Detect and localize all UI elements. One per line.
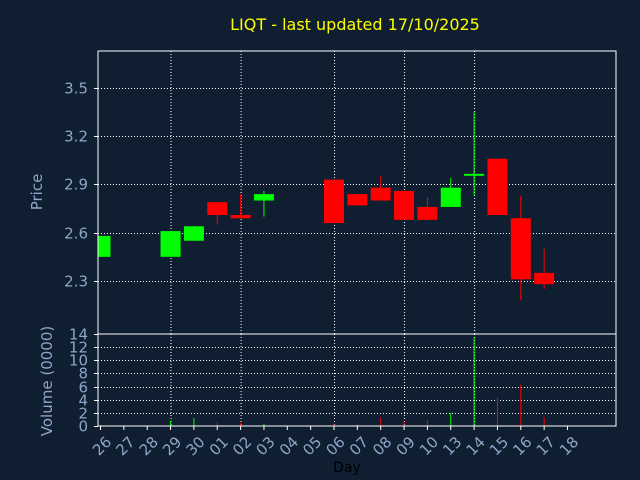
volume-bar-03 <box>263 424 265 426</box>
candle-02 <box>230 194 251 219</box>
volume-bar-06 <box>333 423 335 426</box>
volume-bar-13 <box>450 412 452 426</box>
candle-10 <box>417 197 438 220</box>
volume-grid <box>98 334 616 426</box>
candle-body <box>230 215 251 219</box>
chart-title: LIQT - last updated 17/10/2025 <box>230 15 480 34</box>
volume-bar-09 <box>403 420 405 426</box>
volume-bar-07 <box>356 424 358 426</box>
price-y-ticks: 2.3 2.6 2.9 3.2 3.5 <box>64 80 98 291</box>
volume-y-tick-label: 2 <box>78 405 88 423</box>
candle-13 <box>440 178 461 207</box>
candle-body <box>324 179 344 224</box>
price-y-tick-label: 2.3 <box>64 273 88 291</box>
candle-09 <box>394 190 415 220</box>
candle-body <box>253 194 274 201</box>
candle-body <box>160 231 181 257</box>
candle-body <box>534 272 555 285</box>
candle-body <box>464 173 485 176</box>
volume-y-tick-label: 4 <box>78 392 88 410</box>
candle-03 <box>253 190 274 217</box>
price-y-tick-label: 2.9 <box>64 176 88 194</box>
volume-bar-10 <box>426 420 428 426</box>
candle-body <box>98 235 111 257</box>
candle-body <box>487 158 508 216</box>
price-axis-label: Price <box>28 174 46 211</box>
price-y-tick-label: 3.2 <box>64 128 88 146</box>
volume-bar-01 <box>216 422 218 426</box>
x-axis-label: Day <box>333 460 361 476</box>
volume-y-tick-label: 6 <box>78 379 88 397</box>
candle-30 <box>183 226 204 241</box>
volume-bar-17 <box>543 417 545 426</box>
volume-panel-frame <box>97 333 617 427</box>
price-y-tick-label: 3.5 <box>64 80 88 98</box>
candle-06 <box>324 179 344 224</box>
volume-bar-16 <box>520 384 522 426</box>
candle-08 <box>370 176 391 201</box>
volume-y-tick-label: 8 <box>78 365 88 383</box>
candle-body <box>417 206 438 220</box>
candle-body <box>370 187 391 201</box>
volume-y-tick-label: 10 <box>69 352 88 370</box>
candle-body <box>183 226 204 241</box>
candle-29 <box>160 231 181 257</box>
volume-bar-29 <box>170 420 172 426</box>
candle-body <box>347 194 368 206</box>
candle-body <box>510 218 531 280</box>
volume-y-tick-label: 0 <box>78 418 88 436</box>
volume-bar-30 <box>193 418 195 426</box>
candle-17 <box>534 248 555 289</box>
volume-y-tick-label: 14 <box>69 326 88 344</box>
candle-16 <box>510 195 531 301</box>
volume-bar-15 <box>496 397 498 426</box>
volume-bar-14 <box>473 337 475 426</box>
candles <box>98 112 555 301</box>
price-y-tick-label: 2.6 <box>64 225 88 243</box>
candle-07 <box>347 194 368 206</box>
candle-body <box>440 187 461 207</box>
candle-body <box>207 202 228 216</box>
candle-14 <box>464 112 485 196</box>
candle-01 <box>207 202 228 225</box>
candle-15 <box>487 158 508 216</box>
candle-26 <box>98 235 111 257</box>
volume-bar-02 <box>240 422 242 426</box>
volume-bar-08 <box>380 417 382 426</box>
volume-y-tick-label: 12 <box>69 339 88 357</box>
volume-bars <box>100 337 545 426</box>
volume-axis-label: Volume (0000) <box>38 326 56 436</box>
candle-body <box>394 190 415 220</box>
